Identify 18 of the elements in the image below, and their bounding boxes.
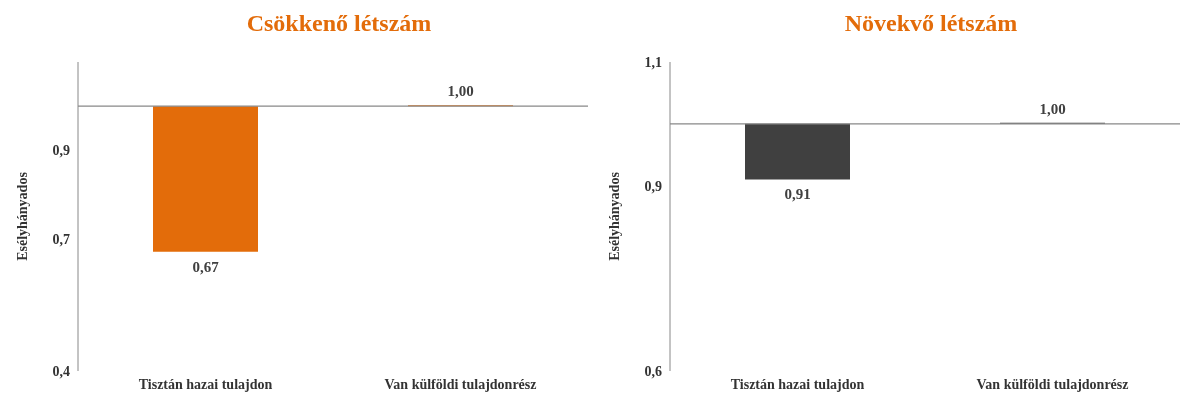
x-tick-label: Tisztán hazai tulajdon (730, 376, 865, 392)
y-tick-label: 0,9 (644, 178, 662, 194)
data-label: 0,91 (784, 186, 811, 203)
chart-title: Növekvő létszám (843, 10, 1019, 37)
data-label: 0,67 (192, 258, 220, 275)
x-tick-label: Van külföldi tulajdonrész (384, 376, 537, 392)
y-tick-label: 1,1 (644, 54, 662, 70)
y-axis-title: Esélyhányados (606, 171, 622, 261)
y-tick-label: 0,7 (52, 231, 70, 247)
x-tick-label: Van külföldi tulajdonrész (976, 376, 1129, 392)
y-tick-label: 0,9 (52, 143, 70, 159)
data-label: 1,00 (1039, 100, 1066, 117)
x-tick-label: Tisztán hazai tulajdon (138, 376, 273, 392)
y-tick-label: 0,4 (52, 363, 70, 379)
y-axis-title: Esélyhányados (14, 171, 30, 261)
chart-title: Csökkenő létszám (245, 10, 433, 37)
data-label: 1,00 (447, 83, 474, 100)
y-tick-label: 0,6 (644, 363, 662, 379)
